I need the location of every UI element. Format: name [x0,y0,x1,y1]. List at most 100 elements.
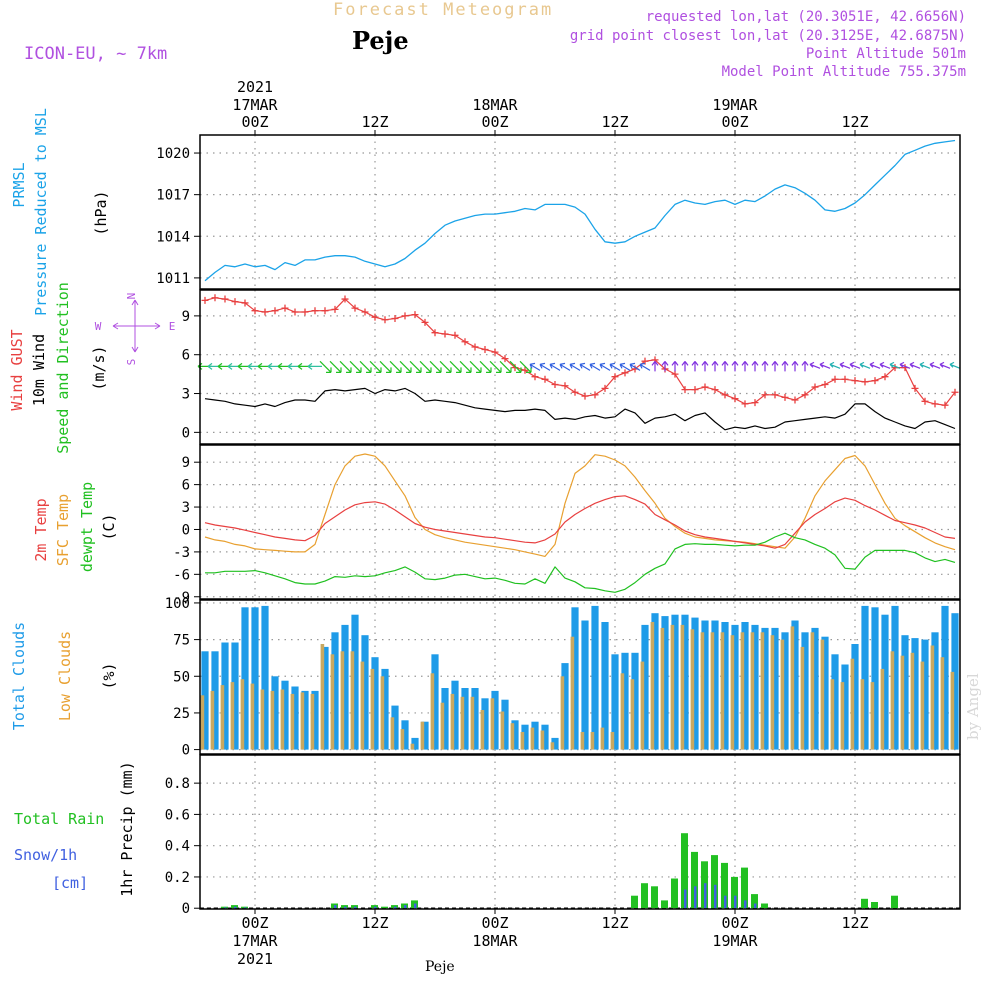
low-cloud-bar [330,654,335,750]
footer-location: Peje [425,959,455,975]
low-cloud-bar [380,676,385,750]
low-cloud-bar [750,632,755,750]
total-cloud-bar [581,620,589,750]
gust-point [371,313,379,321]
wind-direction-arrow [619,362,631,371]
gust-point [931,400,939,408]
gust-point [771,391,779,399]
total-cloud-bar [911,638,919,750]
low-cloud-bar [240,679,245,750]
bottom-time-label: 00Z [241,914,268,932]
total-cloud-bar [431,654,439,750]
wind-direction-arrow [899,361,911,369]
total-cloud-bar [351,614,359,750]
gust-point [361,308,369,316]
low-cloud-bar [930,645,935,750]
rain-bar [351,905,358,909]
total-cloud-bar [471,688,479,750]
precip-label: 1hr Precip (mm) [118,761,136,896]
low-cloud-bar [800,646,805,750]
gust-point [851,377,859,385]
low-cloud-bar [250,683,255,750]
top-year-label: 2021 [237,78,273,96]
y-tick-label: 0.2 [165,870,190,886]
rain-bar [231,905,238,909]
total-cloud-bar [641,624,649,750]
low-cloud-bar [390,717,395,750]
wind-direction-arrow [829,361,841,369]
gust-point [521,366,529,374]
wind-direction-arrow [439,360,452,373]
total-cloud-bar [891,605,899,750]
total-cloud-bar [231,642,239,750]
gust-point [731,395,739,403]
legend-snow-unit: [cm] [52,874,88,892]
wind-direction-arrow [939,361,951,369]
wind-direction-arrow [369,360,382,373]
y-tick-label: 0 [182,425,190,441]
low-cloud-bar [280,689,285,750]
gust-point [721,391,729,399]
gust-point [341,295,349,303]
legend-snow: Snow/1h [14,846,77,864]
gust-point [611,373,619,381]
gust-point [471,343,479,351]
y-tick-label: -9 [173,590,190,606]
gust-point [591,391,599,399]
total-cloud-bar [401,720,409,750]
wind-label-gust: Wind GUST [8,329,26,410]
y-tick-label: 0 [182,522,190,538]
total-cloud-bar [831,654,839,750]
total-cloud-bar [611,654,619,750]
low-cloud-bar [420,721,425,750]
total-cloud-bar [631,652,639,750]
gust-point [211,294,219,302]
wind-direction-arrow [771,360,779,372]
low-cloud-bar [260,689,265,750]
wind-direction-arrow [639,362,651,371]
total-cloud-bar [781,632,789,750]
wind-direction-arrow [307,362,322,370]
y-tick-label: 1011 [156,271,190,287]
total-cloud-bar [571,607,579,750]
top-time-label: 00Z [721,113,748,131]
total-cloud-bar [291,686,299,750]
low-cloud-bar [480,710,485,750]
gust-point [221,295,229,303]
gust-point [541,375,549,383]
gust-point [411,311,419,319]
temp-unit: (C) [100,513,118,540]
low-cloud-bar [490,698,495,750]
total-cloud-bar [501,699,509,750]
data-layer [197,139,961,909]
wind-direction-arrow [449,360,462,373]
low-cloud-bar [810,632,815,750]
wind-direction-arrow [889,361,901,369]
y-tick-label: 1020 [156,146,190,162]
low-cloud-bar [620,673,625,750]
total-cloud-bar [281,680,289,750]
low-cloud-bar [680,624,685,750]
low-cloud-bar [740,632,745,750]
low-cloud-bar [200,695,205,750]
title: Forecast Meteogram [333,0,554,20]
gust-point [941,401,949,409]
total-cloud-bar [701,620,709,750]
gust-point [271,307,279,315]
bottom-time-label: 18MAR [472,932,518,950]
low-cloud-bar [370,668,375,750]
rain-bar [751,894,758,909]
rain-bar [391,905,398,909]
legend-total-rain: Total Rain [14,810,104,828]
wind-direction-arrow [859,361,871,369]
gust-point [691,386,699,394]
wind-direction-arrow [519,360,532,373]
snow-bar [754,903,757,909]
low-cloud-bar [530,727,535,750]
y-tick-label: 0.8 [165,776,190,792]
wind-direction-arrow [819,361,831,369]
low-cloud-bar [320,644,325,750]
gust-point [241,299,249,307]
low-cloud-bar [790,626,795,750]
